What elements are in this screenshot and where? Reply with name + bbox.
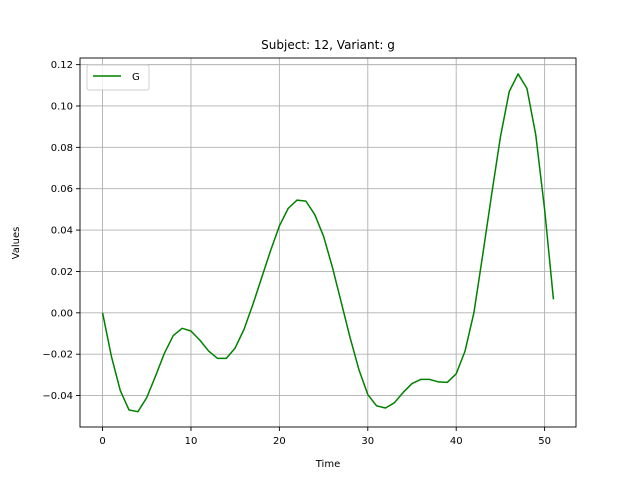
y-axis-ticks: −0.04 −0.02 0.00 0.02 0.04 0.06 0.08 0.10 0.12	[42, 60, 80, 402]
y-tick-label: 0.10	[51, 101, 73, 112]
x-tick-label: 50	[538, 436, 551, 447]
y-tick-label: 0.04	[51, 226, 73, 237]
x-tick-label: 10	[185, 436, 198, 447]
y-tick-label: 0.06	[51, 184, 73, 195]
x-axis-label: Time	[315, 459, 340, 470]
series-layer	[101, 73, 555, 413]
chart-title: Subject: 12, Variant: g	[261, 38, 395, 52]
x-tick-label: 40	[450, 436, 463, 447]
y-tick-label: −0.04	[42, 391, 73, 402]
series-line-g	[101, 73, 555, 413]
legend: G	[86, 64, 150, 91]
y-tick-label: 0.02	[51, 267, 73, 278]
x-axis-ticks: 0 10 20 30 40 50	[99, 427, 551, 447]
legend-box	[86, 64, 150, 91]
y-axis-label: Values	[11, 227, 22, 260]
plot-frame	[79, 57, 577, 428]
y-tick-label: 0.12	[51, 60, 73, 71]
y-tick-label: 0.08	[51, 143, 73, 154]
y-tick-label: 0.00	[51, 308, 73, 319]
grid-lines	[80, 58, 576, 427]
y-tick-label: −0.02	[42, 350, 73, 361]
x-tick-label: 0	[99, 436, 105, 447]
x-tick-label: 30	[361, 436, 374, 447]
x-tick-label: 20	[273, 436, 286, 447]
legend-label-g: G	[132, 72, 140, 83]
